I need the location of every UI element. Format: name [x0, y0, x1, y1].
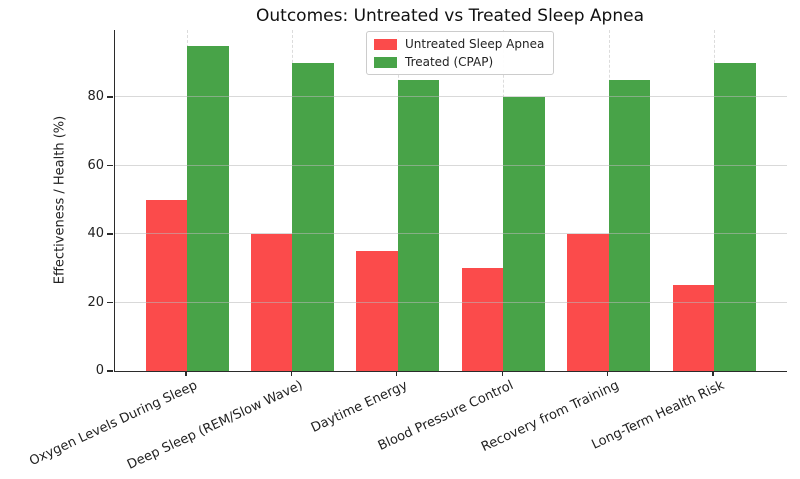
bar-treated [292, 62, 334, 371]
x-tick-mark [501, 371, 503, 376]
bar-treated [714, 62, 756, 371]
y-tick-mark [107, 164, 113, 167]
bar-untreated [356, 251, 398, 371]
y-tick-label: 40 [87, 226, 104, 242]
bar-treated [187, 45, 229, 371]
chart-title: Outcomes: Untreated vs Treated Sleep Apn… [256, 6, 644, 26]
x-tick-label: Daytime Energy [308, 378, 411, 436]
legend-item: Treated (CPAP) [374, 55, 544, 69]
y-tick-label: 80 [87, 89, 104, 105]
y-axis-label: Effectiveness / Health (%) [52, 115, 68, 285]
x-tick-label: Oxygen Levels During Sleep [26, 378, 200, 470]
legend-item: Untreated Sleep Apnea [374, 37, 544, 51]
bar-untreated [672, 285, 714, 371]
x-tick-mark [290, 371, 293, 376]
horizontal-gridline [115, 233, 787, 235]
legend-swatch [374, 56, 397, 68]
x-tick-mark [185, 371, 187, 376]
x-tick-mark [396, 371, 398, 376]
y-tick-label: 20 [87, 294, 104, 310]
bar-treated [608, 80, 651, 371]
bar-untreated [250, 234, 293, 371]
legend: Untreated Sleep Apnea Treated (CPAP) [366, 31, 555, 75]
x-tick-mark [606, 371, 609, 376]
legend-label: Treated (CPAP) [405, 55, 494, 69]
x-tick-mark [712, 371, 714, 376]
legend-label: Untreated Sleep Apnea [405, 37, 545, 51]
bar-untreated [461, 268, 504, 371]
y-tick-mark [107, 301, 113, 304]
bar-untreated [567, 234, 609, 371]
bar-untreated [145, 199, 187, 371]
bar-treated [397, 80, 440, 371]
plot-area [114, 30, 787, 372]
x-tick-label: Deep Sleep (REM/Slow Wave) [124, 378, 305, 473]
y-tick-mark [107, 233, 113, 235]
legend-swatch [374, 38, 397, 50]
horizontal-gridline [115, 301, 787, 303]
y-tick-mark [107, 370, 113, 372]
y-tick-label: 0 [95, 363, 104, 378]
y-tick-label: 60 [87, 157, 104, 173]
y-tick-mark [107, 96, 113, 98]
horizontal-gridline [115, 96, 787, 98]
horizontal-gridline [115, 164, 787, 166]
